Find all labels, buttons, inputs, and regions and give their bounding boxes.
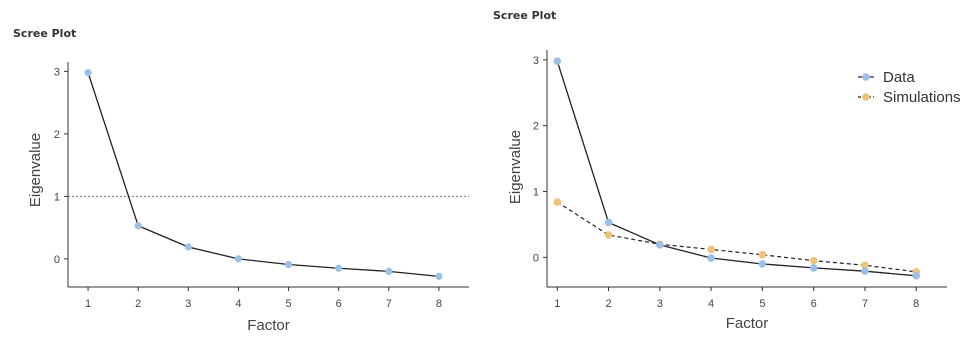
right-y-tick-label: 1	[533, 187, 539, 199]
right-y-axis-title: Eigenvalue	[507, 130, 524, 204]
left-y-tick-label: 2	[54, 129, 60, 141]
right-simulations-point	[707, 245, 715, 254]
left-chart-title: Scree Plot	[13, 27, 77, 40]
left-x-axis-title: Factor	[247, 317, 290, 334]
right-data-point	[553, 57, 562, 65]
left-data-point	[435, 272, 443, 280]
left-y-tick-label: 3	[54, 66, 60, 78]
right-data-point	[656, 241, 664, 249]
right-x-tick-label: 3	[657, 298, 663, 310]
right-data-point	[604, 218, 613, 227]
right-x-tick-label: 2	[605, 298, 611, 310]
right-data-point	[809, 264, 818, 272]
right-x-tick-label: 8	[913, 298, 919, 310]
right-plot-area: 0 1 2 3 1 2 3 4 5 6 7 8 Factor Eigenvalue Data Simulati…	[507, 50, 961, 332]
right-data-point	[912, 272, 921, 280]
left-data-point	[335, 264, 343, 272]
left-data-point	[234, 255, 243, 263]
right-y-tick-label: 2	[533, 121, 539, 133]
right-x-tick-label: 7	[862, 298, 868, 310]
right-x-axis-title: Factor	[726, 315, 769, 332]
right-x-tick-label: 4	[708, 298, 714, 310]
right-simulations-point	[861, 261, 869, 270]
right-x-tick-label: 5	[759, 298, 765, 310]
right-simulations-point	[604, 231, 613, 239]
left-y-tick-label: 0	[54, 254, 60, 266]
left-x-tick-label: 1	[85, 298, 91, 310]
right-x-tick-label: 1	[554, 298, 560, 310]
left-x-tick-label: 3	[185, 298, 191, 310]
right-simulations-point	[758, 250, 767, 259]
left-x-tick-label: 8	[436, 298, 442, 310]
left-y-tick-label: 1	[54, 191, 60, 203]
right-data-point	[861, 267, 869, 276]
right-chart-title: Scree Plot	[493, 9, 557, 22]
left-x-tick-label: 2	[135, 298, 141, 310]
right-simulations-point	[553, 198, 562, 206]
legend-simulations-label: Simulations	[883, 89, 961, 106]
left-x-tick-label: 6	[336, 298, 342, 310]
left-data-line	[87, 72, 439, 278]
left-y-axis-title: Eigenvalue	[27, 133, 44, 207]
left-data-point	[84, 69, 92, 77]
left-data-point	[184, 243, 192, 251]
left-data-point	[284, 260, 293, 269]
left-x-tick-label: 7	[386, 298, 392, 310]
right-data-point	[707, 254, 715, 262]
legend-data-label: Data	[883, 69, 915, 86]
left-x-tick-label: 5	[285, 298, 291, 310]
legend-data-marker	[862, 73, 870, 81]
left-x-tick-label: 4	[235, 298, 241, 310]
legend-simulations-marker	[862, 93, 870, 101]
right-simulations-line	[556, 201, 917, 273]
left-data-point	[134, 222, 142, 230]
right-x-tick-label: 6	[811, 298, 817, 310]
left-data-point	[385, 267, 393, 275]
right-y-tick-label: 0	[533, 252, 539, 264]
right-y-tick-label: 3	[533, 55, 539, 67]
right-simulations-point	[809, 256, 818, 265]
right-data-line	[556, 60, 917, 277]
left-plot-area: 0 1 2 3 1 2 3 4 5 6 7 8 Factor Eigenvalue	[27, 62, 469, 334]
right-data-point	[758, 260, 767, 268]
